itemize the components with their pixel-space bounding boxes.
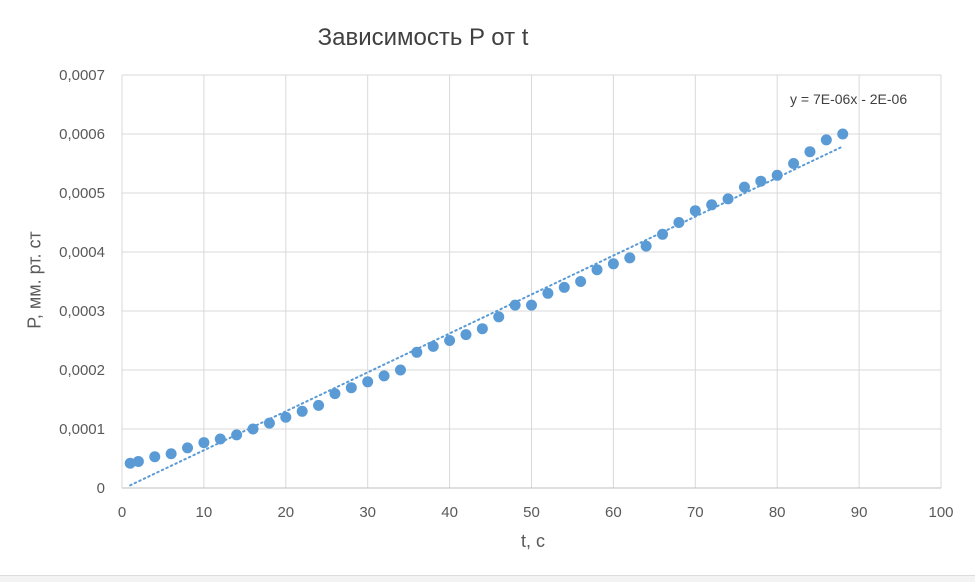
data-point xyxy=(132,455,144,467)
data-point xyxy=(345,382,357,394)
data-point xyxy=(394,364,406,376)
data-point xyxy=(706,199,718,211)
y-tick-label: 0,0004 xyxy=(59,244,105,261)
data-point xyxy=(575,276,587,287)
data-point xyxy=(771,169,783,181)
x-tick-label: 60 xyxy=(605,504,622,521)
y-tick-label: 0 xyxy=(97,480,105,497)
data-point xyxy=(738,181,750,193)
data-point xyxy=(165,448,177,460)
data-point xyxy=(124,457,136,469)
x-tick-label: 40 xyxy=(441,504,458,521)
data-point xyxy=(313,399,325,411)
x-tick-label: 80 xyxy=(769,504,786,521)
data-point xyxy=(444,335,456,346)
data-point xyxy=(689,205,701,217)
x-tick-label: 50 xyxy=(523,504,540,521)
data-point xyxy=(624,252,636,264)
data-point xyxy=(247,423,259,435)
x-tick-label: 10 xyxy=(196,504,213,521)
data-point xyxy=(427,340,439,352)
chart-title: Зависимость P от t xyxy=(317,24,529,51)
y-axis-label: P, мм. рт. ст xyxy=(24,231,45,329)
data-point xyxy=(296,405,308,417)
data-point xyxy=(378,370,390,382)
y-tick-label: 0,0002 xyxy=(59,362,105,379)
data-point xyxy=(263,417,275,429)
x-tick-label: 0 xyxy=(118,504,126,521)
data-point xyxy=(837,128,849,140)
data-point xyxy=(182,442,194,454)
y-tick-label: 0,0006 xyxy=(59,126,105,143)
data-point xyxy=(591,264,603,276)
data-point xyxy=(280,411,292,423)
data-point xyxy=(788,158,800,169)
data-point xyxy=(755,175,767,187)
data-point xyxy=(640,240,652,252)
data-point xyxy=(362,376,374,388)
data-point xyxy=(722,193,734,205)
data-point xyxy=(804,146,816,158)
x-tick-label: 30 xyxy=(359,504,376,521)
data-point xyxy=(820,134,832,146)
data-point xyxy=(149,451,161,463)
y-tick-label: 0,0005 xyxy=(59,185,105,202)
data-point xyxy=(542,287,554,299)
bottom-strip xyxy=(0,575,975,582)
data-point xyxy=(657,228,669,240)
data-point xyxy=(509,299,521,311)
data-point xyxy=(673,217,685,228)
x-tick-label: 100 xyxy=(928,504,953,521)
x-tick-label: 20 xyxy=(277,504,294,521)
data-point xyxy=(493,311,505,323)
data-point xyxy=(198,437,210,449)
y-tick-label: 0,0003 xyxy=(59,303,105,320)
y-tick-label: 0,0001 xyxy=(59,421,105,438)
data-point xyxy=(460,329,472,341)
data-point xyxy=(214,433,226,445)
data-point xyxy=(558,281,570,293)
data-point xyxy=(329,388,341,400)
data-point xyxy=(231,429,243,441)
trendline-equation: y = 7E-06x - 2E-06 xyxy=(790,91,908,107)
data-point xyxy=(526,299,537,311)
data-point xyxy=(476,323,488,335)
x-axis-label: t, с xyxy=(520,531,545,551)
y-tick-label: 0,0007 xyxy=(59,67,105,84)
data-point xyxy=(411,346,423,358)
data-point xyxy=(607,258,619,270)
x-tick-label: 90 xyxy=(851,504,868,521)
x-tick-label: 70 xyxy=(687,504,704,521)
